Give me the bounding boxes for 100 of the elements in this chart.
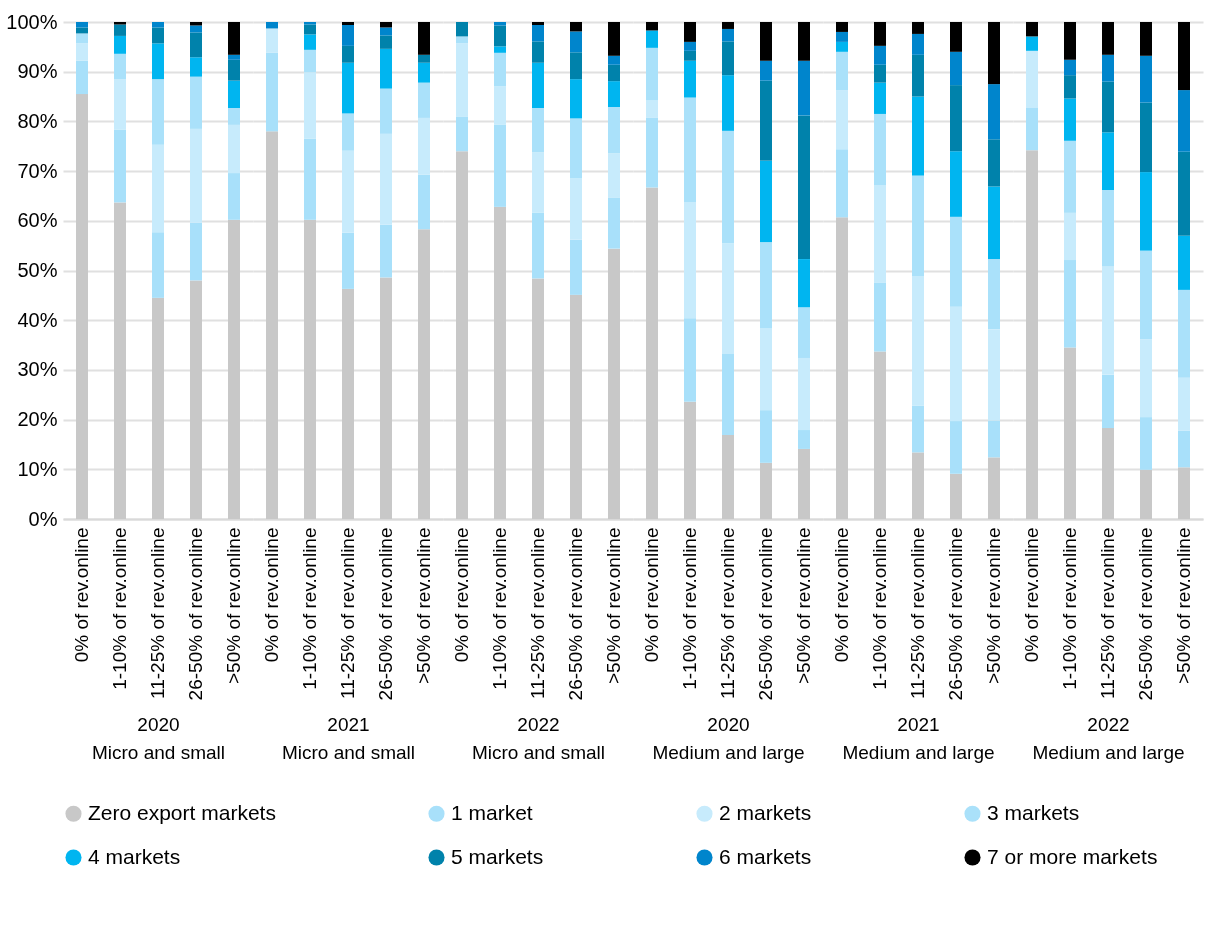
y-tick-label: 80%	[17, 109, 58, 132]
bar	[1064, 59, 1076, 76]
bar	[190, 280, 202, 519]
legend-label: Zero export markets	[88, 800, 276, 824]
bar	[570, 118, 582, 179]
bar	[532, 152, 544, 213]
bar	[988, 84, 1000, 140]
bar	[152, 232, 164, 298]
bar	[418, 54, 430, 63]
bar	[494, 206, 506, 519]
bar	[76, 33, 88, 44]
bar	[304, 72, 316, 139]
x-tick-label: 1-10% of rev.online	[869, 527, 890, 690]
bar	[1140, 172, 1152, 251]
bar	[1102, 374, 1114, 429]
y-tick-label: 20%	[17, 408, 58, 431]
legend-label: 7 or more markets	[987, 844, 1158, 868]
bar	[190, 25, 202, 33]
x-tick-label: 26-50% of rev.online	[755, 527, 776, 701]
bar	[988, 22, 1000, 85]
bar	[380, 22, 392, 28]
x-tick-label: >50% of rev.online	[983, 527, 1004, 684]
x-tick-label: >50% of rev.online	[413, 527, 434, 684]
x-tick-label: 11-25% of rev.online	[147, 527, 168, 699]
bar	[342, 150, 354, 233]
y-tick-label: 50%	[17, 259, 58, 281]
bar	[532, 41, 544, 63]
bar	[1026, 150, 1038, 519]
bar	[1140, 55, 1152, 103]
bar	[228, 59, 240, 81]
bar	[380, 133, 392, 225]
bar	[1064, 347, 1076, 519]
bar	[950, 473, 962, 519]
bar	[418, 229, 430, 519]
bar	[342, 24, 354, 46]
bar	[988, 139, 1000, 187]
y-tick-label: 10%	[17, 457, 58, 480]
bar	[570, 239, 582, 295]
bar	[1026, 22, 1038, 37]
bar	[608, 106, 620, 154]
x-tick-label: 11-25% of rev.online	[717, 527, 738, 699]
bar	[228, 80, 240, 108]
bar	[494, 25, 506, 47]
bar	[380, 224, 392, 278]
bar	[608, 248, 620, 519]
bar	[608, 153, 620, 198]
bar	[912, 275, 924, 406]
bar	[950, 51, 962, 86]
bar	[1178, 467, 1190, 519]
bar	[722, 435, 734, 519]
legend-label: 4 markets	[88, 844, 181, 868]
bar	[684, 41, 696, 51]
bar	[722, 28, 734, 42]
x-axis-title: 2022 Medium and large	[1032, 714, 1185, 764]
bar	[608, 197, 620, 249]
x-tick-label: 11-25% of rev.online	[907, 527, 928, 699]
legend-label: 5 markets	[451, 844, 544, 868]
bar	[418, 117, 430, 175]
bar	[570, 178, 582, 240]
bar	[988, 186, 1000, 260]
x-tick-label: 11-25% of rev.online	[1097, 527, 1118, 699]
bar	[684, 401, 696, 519]
x-tick-label: >50% of rev.online	[1173, 527, 1194, 684]
bar	[152, 22, 164, 28]
bar	[570, 52, 582, 80]
bar	[1026, 36, 1038, 51]
bar	[304, 138, 316, 220]
x-axis-title: 2021 Micro and small	[281, 714, 416, 764]
bar	[874, 185, 886, 283]
bar	[76, 27, 88, 34]
bar	[1178, 151, 1190, 236]
bar	[950, 216, 962, 307]
y-tick-label: 30%	[17, 358, 58, 381]
x-tick-label: 1-10% of rev.online	[679, 527, 700, 690]
bar	[760, 60, 772, 81]
bar	[684, 22, 696, 42]
bar	[532, 22, 544, 25]
bar	[1102, 266, 1114, 375]
bar	[646, 187, 658, 519]
bar	[266, 28, 278, 53]
bar	[570, 79, 582, 119]
bar	[912, 22, 924, 34]
bar	[950, 306, 962, 422]
bar	[1140, 469, 1152, 519]
x-tick-label: >50% of rev.online	[603, 527, 624, 684]
bar	[266, 131, 278, 519]
y-tick-label: 40%	[17, 308, 58, 331]
bar	[494, 86, 506, 125]
bar	[380, 48, 392, 89]
bar	[304, 34, 316, 50]
bar	[646, 22, 658, 31]
bar	[760, 160, 772, 243]
x-tick-label: 0% of rev.online	[1021, 527, 1042, 663]
bar	[608, 64, 620, 82]
bar	[1178, 235, 1190, 290]
bar	[532, 24, 544, 42]
x-tick-label: 26-50% of rev.online	[1135, 527, 1156, 701]
x-tick-label: 0% of rev.online	[71, 527, 92, 663]
x-tick-label: 1-10% of rev.online	[489, 527, 510, 690]
bar	[76, 43, 88, 61]
